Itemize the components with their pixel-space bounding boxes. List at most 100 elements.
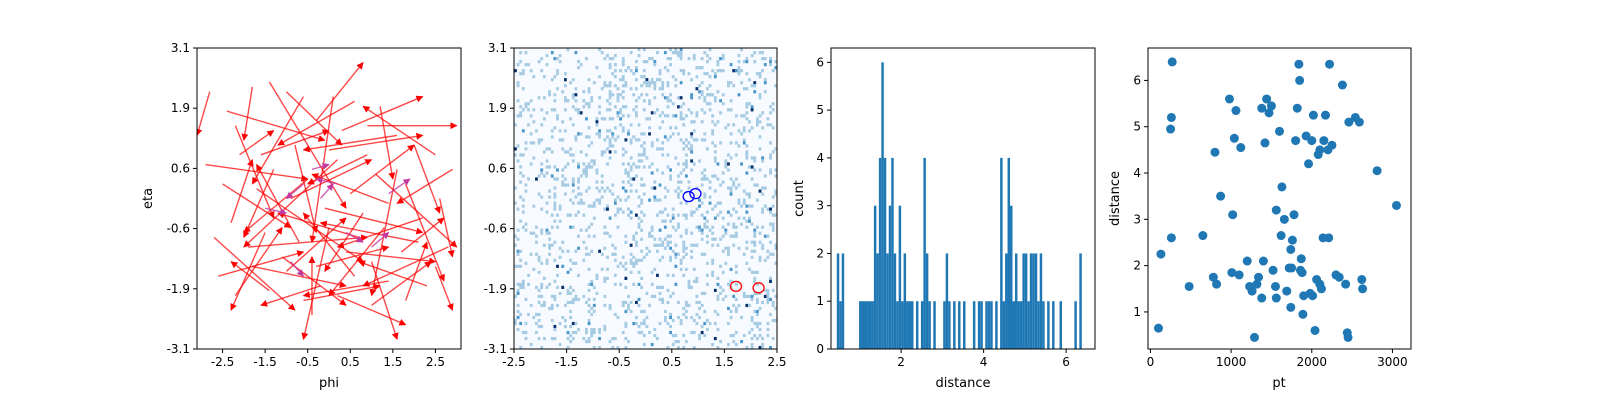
heatmap-cell <box>703 252 707 256</box>
heatmap-cell <box>642 108 646 112</box>
heatmap-x-tick-label: -2.5 <box>502 355 525 369</box>
heatmap-cell <box>632 162 636 166</box>
heatmap-cell <box>529 162 533 166</box>
heatmap-cell <box>563 318 567 323</box>
heatmap-cell <box>663 66 667 70</box>
quiver-arrow-purple <box>285 183 304 200</box>
heatmap-cell <box>629 210 633 214</box>
heatmap-cell <box>682 333 686 338</box>
heatmap-cell <box>645 93 649 97</box>
heatmap-cell <box>553 192 557 196</box>
heatmap-cell <box>737 216 741 220</box>
heatmap-cell <box>532 267 536 271</box>
heatmap-cell <box>703 132 707 136</box>
heatmap-cell <box>519 312 523 317</box>
heatmap-cell <box>695 321 699 326</box>
heatmap-cell <box>684 231 688 235</box>
quiver-frame <box>196 47 462 350</box>
heatmap-cell <box>514 123 517 127</box>
heatmap-cell <box>595 171 599 175</box>
heatmap-cell <box>537 96 541 100</box>
heatmap-cell <box>556 285 559 289</box>
histogram-y-tick-label: 5 <box>816 103 824 117</box>
heatmap-cell <box>666 273 670 277</box>
heatmap-y-tick-label: -1.9 <box>484 282 507 296</box>
heatmap-cell <box>669 330 672 335</box>
heatmap-cell <box>677 339 680 344</box>
heatmap-cell <box>640 84 644 88</box>
heatmap-cell <box>627 207 630 211</box>
heatmap-cell <box>579 201 583 205</box>
heatmap-cell <box>658 228 662 232</box>
heatmap-cell <box>705 60 709 64</box>
heatmap-cell <box>598 189 601 193</box>
heatmap-cell <box>611 117 615 121</box>
heatmap-cell <box>634 189 638 193</box>
heatmap-cell <box>574 51 578 55</box>
heatmap-cell <box>732 333 736 338</box>
heatmap-cell <box>763 294 767 299</box>
heatmap-cell <box>771 108 775 112</box>
heatmap-cell <box>716 69 720 73</box>
scatter-point <box>1327 140 1337 150</box>
heatmap-cell <box>648 132 651 136</box>
heatmap-cell <box>540 195 544 199</box>
scatter-point <box>1252 279 1262 289</box>
heatmap-cell <box>656 147 659 151</box>
heatmap-cell <box>542 303 546 308</box>
heatmap-cell <box>627 174 630 178</box>
heatmap-cell <box>519 165 523 169</box>
heatmap-cell <box>587 135 591 139</box>
heatmap-cell <box>721 297 725 302</box>
heatmap-cell <box>556 69 559 73</box>
heatmap-cell <box>684 138 688 142</box>
heatmap-cell <box>753 291 757 296</box>
heatmap-cell <box>669 219 672 223</box>
heatmap-cell <box>713 237 717 241</box>
heatmap-cell <box>540 294 544 299</box>
heatmap-cell <box>684 114 688 118</box>
histogram-bar <box>908 301 912 349</box>
heatmap-cell <box>627 114 630 118</box>
heatmap-cell <box>616 114 620 118</box>
heatmap-cell <box>550 306 554 311</box>
heatmap-cell <box>690 120 694 124</box>
heatmap-cell <box>745 87 749 91</box>
heatmap-cell <box>561 120 565 124</box>
heatmap-cell <box>556 225 559 229</box>
heatmap-cell <box>553 324 557 329</box>
heatmap-cell <box>761 192 765 196</box>
heatmap-cell <box>592 201 596 205</box>
heatmap-cell <box>724 228 728 232</box>
heatmap-cell <box>640 330 644 335</box>
heatmap-cell <box>755 120 759 124</box>
heatmap-cell <box>642 183 646 187</box>
histogram-bar <box>1029 253 1033 349</box>
heatmap-cell <box>666 99 670 103</box>
heatmap-cell <box>566 270 570 274</box>
heatmap-cell <box>719 339 722 344</box>
heatmap-cell <box>734 69 738 73</box>
heatmap-cell <box>537 258 541 262</box>
quiver-arrow-purple <box>371 231 390 248</box>
heatmap-cell <box>700 303 704 308</box>
heatmap-cell <box>758 93 762 97</box>
scatter-point <box>1310 325 1320 335</box>
scatter-point <box>1258 256 1268 266</box>
scatter-point <box>1295 75 1305 85</box>
heatmap-cell <box>758 114 762 118</box>
scatter-point <box>1231 106 1241 116</box>
heatmap-cell <box>661 120 665 124</box>
heatmap-cell <box>514 264 517 268</box>
heatmap-cell <box>766 321 770 326</box>
quiver-arrow <box>205 163 309 182</box>
heatmap-cell <box>590 249 594 253</box>
heatmap-cell <box>587 87 591 91</box>
heatmap-cell <box>558 342 562 347</box>
heatmap-cell <box>727 210 730 214</box>
heatmap-cell <box>761 210 765 214</box>
heatmap-cell <box>645 324 649 329</box>
heatmap-cell <box>708 195 712 199</box>
heatmap-cell <box>745 102 749 106</box>
heatmap-cell <box>650 81 654 85</box>
